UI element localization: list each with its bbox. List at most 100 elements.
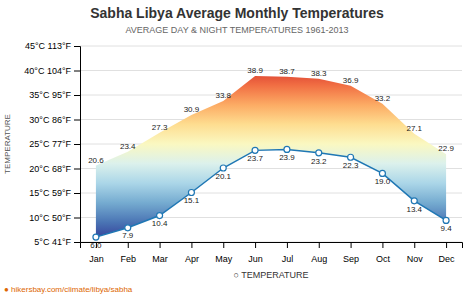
tick-mark xyxy=(414,242,415,248)
tick: Apr xyxy=(185,242,199,264)
data-label: 36.9 xyxy=(343,76,359,85)
tick-label: 30°C 86°F xyxy=(29,115,71,125)
tick: Oct xyxy=(376,242,391,264)
data-label: 23.2 xyxy=(311,157,327,166)
data-label: 33.8 xyxy=(215,91,231,100)
data-label: 30.9 xyxy=(184,105,200,114)
tick: 40°C 104°F xyxy=(24,66,80,76)
tick-mark xyxy=(191,242,192,248)
tick-label: Feb xyxy=(120,254,136,264)
data-labels: 20.6 23.4 27.3 30.9 33.8 38.9 38.7 38.3 36.9 33.2… xyxy=(88,66,454,250)
data-label: 20.6 xyxy=(88,156,104,165)
y-axis-title: TEMPERATURE xyxy=(3,114,12,174)
tick-mark xyxy=(74,71,80,72)
tick: 15°C 59°F xyxy=(29,188,80,198)
y-axis: 5°C 41°F 10°C 50°F 15°C 59°F 20°C 68°F 25°C … xyxy=(24,41,80,247)
tick-mark xyxy=(382,242,383,248)
data-label: 10.4 xyxy=(152,219,168,228)
data-label: 19.0 xyxy=(375,177,391,186)
tick-mark xyxy=(74,120,80,121)
tick: Aug xyxy=(311,242,327,264)
plot: 20.6 23.4 27.3 30.9 33.8 38.9 38.7 38.3 36.9 33.2… xyxy=(24,41,462,264)
tick-mark xyxy=(74,218,80,219)
tick-label: 20°C 68°F xyxy=(29,164,71,174)
tick-mark xyxy=(74,46,80,47)
tick-label: May xyxy=(215,254,233,264)
tick: 20°C 68°F xyxy=(29,164,80,174)
data-label: 15.1 xyxy=(184,196,200,205)
temperature-range-area xyxy=(96,76,446,237)
title: Sabha Libya Average Monthly Temperatures xyxy=(90,5,384,21)
tick-label: 15°C 59°F xyxy=(29,188,71,198)
tick: Nov xyxy=(407,242,424,264)
data-label: 7.9 xyxy=(122,231,134,240)
tick-label: Apr xyxy=(185,254,199,264)
tick-mark xyxy=(160,242,161,248)
tick: 10°C 50°F xyxy=(29,213,80,223)
axis-line xyxy=(81,243,463,249)
tick-label: 25°C 77°F xyxy=(29,139,71,149)
point xyxy=(188,190,194,196)
tick: 30°C 86°F xyxy=(29,115,80,125)
tick-label: 35°C 95°F xyxy=(29,90,71,100)
tick: 35°C 95°F xyxy=(29,90,80,100)
data-label: 13.4 xyxy=(406,205,422,214)
point xyxy=(443,217,449,223)
tick-mark xyxy=(255,242,256,248)
tick-label: Mar xyxy=(152,254,168,264)
tick: 25°C 77°F xyxy=(29,139,80,149)
night-line xyxy=(96,149,446,237)
subtitle: AVERAGE DAY & NIGHT TEMPERATURES 1961-20… xyxy=(125,25,348,35)
tick-mark xyxy=(74,193,80,194)
annotation: ● hikersbay.com/climate/libya/sabha xyxy=(4,285,133,294)
data-label: 38.3 xyxy=(311,69,327,78)
tick: Mar xyxy=(152,242,168,264)
tick-label: Jan xyxy=(89,254,104,264)
data-label: 9.4 xyxy=(441,224,453,233)
tick-mark xyxy=(319,242,320,248)
point xyxy=(284,146,290,152)
point xyxy=(379,170,385,176)
tick-label: Oct xyxy=(376,254,391,264)
chart: 20.6 23.4 27.3 30.9 33.8 38.9 38.7 38.3 36.9 33.2… xyxy=(0,0,474,296)
tick-mark xyxy=(96,242,97,248)
data-label: 23.9 xyxy=(279,153,295,162)
point xyxy=(157,213,163,219)
point xyxy=(316,150,322,156)
marks xyxy=(93,76,449,240)
point xyxy=(220,165,226,171)
tick-label: 40°C 104°F xyxy=(24,66,71,76)
tick: Jan xyxy=(89,242,104,264)
tick-label: 5°C 41°F xyxy=(34,237,71,247)
tick: Dec xyxy=(439,242,456,264)
tick-mark xyxy=(74,95,80,96)
data-label: 22.3 xyxy=(343,161,359,170)
tick: Jul xyxy=(282,242,294,264)
tick-mark xyxy=(223,242,224,248)
data-label: 33.2 xyxy=(375,94,391,103)
tick-mark xyxy=(287,242,288,248)
x-axis: Jan Feb Mar Apr May Jun Jul Aug Sep Oct Nov Dec xyxy=(81,242,463,264)
tick: Feb xyxy=(120,242,136,264)
tick-label: Dec xyxy=(439,254,456,264)
axis-line xyxy=(74,47,81,243)
grid-line xyxy=(80,70,462,71)
data-label: 23.7 xyxy=(247,154,263,163)
tick-label: Nov xyxy=(407,254,424,264)
tick-mark xyxy=(351,242,352,248)
tick: May xyxy=(215,242,233,264)
data-label: 38.9 xyxy=(247,66,263,75)
data-label: 23.4 xyxy=(120,142,136,151)
tick: 5°C 41°F xyxy=(34,237,80,247)
tick-label: Sep xyxy=(343,254,359,264)
data-label: 20.1 xyxy=(215,172,231,181)
tick: Sep xyxy=(343,242,359,264)
point xyxy=(93,234,99,240)
tick-label: Jul xyxy=(282,254,294,264)
x-axis-title: ○ TEMPERATURE xyxy=(233,270,308,280)
tick: Jun xyxy=(248,242,263,264)
data-label: 38.7 xyxy=(279,67,295,76)
data-label: 27.3 xyxy=(152,123,168,132)
point xyxy=(125,225,131,231)
grid-line xyxy=(80,46,462,47)
